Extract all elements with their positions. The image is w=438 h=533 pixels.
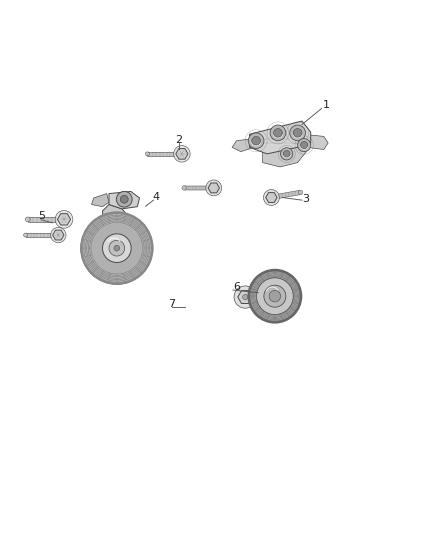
Polygon shape: [208, 183, 219, 193]
Circle shape: [298, 190, 303, 195]
Ellipse shape: [275, 270, 281, 322]
Text: 1: 1: [322, 100, 329, 110]
Circle shape: [274, 128, 282, 137]
Circle shape: [206, 180, 222, 196]
Circle shape: [25, 217, 30, 222]
Polygon shape: [302, 134, 328, 149]
Circle shape: [243, 294, 248, 300]
Text: 2: 2: [175, 135, 182, 145]
Circle shape: [114, 245, 120, 251]
Polygon shape: [266, 192, 277, 203]
Circle shape: [55, 211, 73, 228]
Circle shape: [248, 133, 264, 149]
Text: 6: 6: [233, 282, 240, 293]
Circle shape: [24, 233, 28, 237]
Circle shape: [300, 142, 308, 149]
Circle shape: [269, 290, 281, 302]
Polygon shape: [232, 139, 254, 152]
Polygon shape: [28, 217, 57, 222]
Circle shape: [263, 190, 279, 205]
Polygon shape: [277, 190, 301, 199]
Circle shape: [173, 146, 190, 162]
Polygon shape: [176, 149, 188, 159]
Text: 3: 3: [302, 194, 309, 204]
Circle shape: [109, 240, 125, 256]
Circle shape: [257, 278, 293, 314]
Polygon shape: [92, 193, 109, 207]
Circle shape: [249, 270, 301, 322]
Polygon shape: [148, 152, 176, 156]
Polygon shape: [253, 294, 272, 300]
Text: 5: 5: [38, 211, 45, 221]
Circle shape: [182, 185, 186, 190]
Circle shape: [281, 148, 293, 160]
Polygon shape: [184, 185, 208, 190]
Circle shape: [297, 139, 311, 152]
Circle shape: [102, 234, 131, 262]
Circle shape: [252, 136, 261, 145]
Circle shape: [120, 195, 128, 203]
Polygon shape: [53, 230, 64, 240]
Polygon shape: [109, 191, 140, 209]
Circle shape: [293, 128, 302, 137]
Text: 4: 4: [152, 192, 159, 201]
Polygon shape: [238, 290, 253, 303]
Circle shape: [264, 285, 286, 307]
Text: 7: 7: [168, 298, 175, 309]
Circle shape: [283, 150, 290, 157]
Circle shape: [234, 286, 256, 308]
Circle shape: [81, 212, 152, 284]
Polygon shape: [250, 121, 311, 154]
Circle shape: [117, 191, 132, 207]
Circle shape: [290, 125, 305, 141]
Circle shape: [270, 125, 286, 141]
Polygon shape: [102, 205, 133, 270]
Circle shape: [51, 228, 66, 243]
Polygon shape: [263, 141, 306, 167]
Circle shape: [145, 152, 149, 156]
Polygon shape: [25, 233, 53, 237]
Polygon shape: [57, 214, 71, 225]
